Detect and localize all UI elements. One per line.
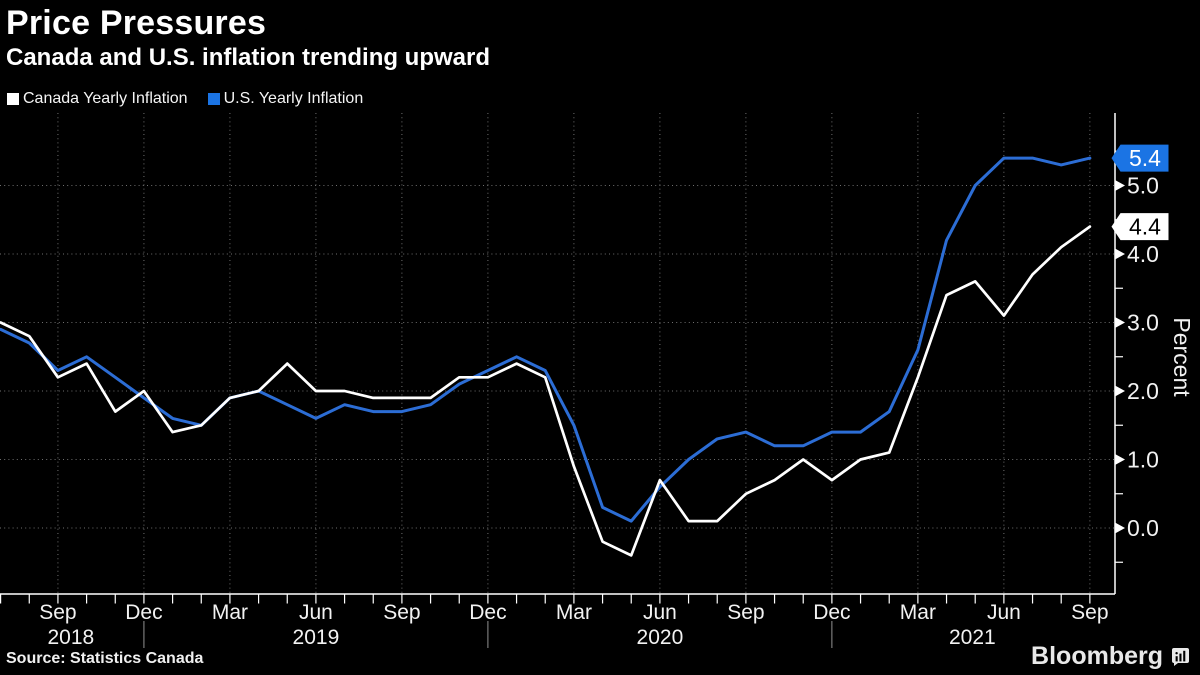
y-major-tick-arrow bbox=[1115, 248, 1125, 260]
x-tick-label: Jun bbox=[987, 601, 1021, 624]
x-tick-label: Dec bbox=[813, 601, 850, 624]
x-tick-label: Sep bbox=[727, 601, 764, 624]
x-tick-label: Jun bbox=[299, 601, 333, 624]
legend-item-us: U.S. Yearly Inflation bbox=[207, 90, 364, 108]
y-tick-label: 0.0 bbox=[1127, 515, 1159, 541]
value-badge bbox=[1111, 213, 1169, 241]
bloomberg-chart-icon bbox=[1172, 648, 1189, 666]
year-label: 2019 bbox=[293, 626, 340, 649]
y-tick-label: 5.0 bbox=[1127, 173, 1159, 199]
y-major-tick-arrow bbox=[1115, 317, 1125, 328]
year-label: 2021 bbox=[949, 626, 996, 649]
y-major-tick-arrow bbox=[1115, 454, 1125, 465]
y-axis: 0.0 1.0 2.0 3.0 4.0 5.0 Percent bbox=[1114, 113, 1195, 594]
y-tick-label: 3.0 bbox=[1127, 310, 1159, 336]
x-tick-label: Mar bbox=[900, 601, 936, 624]
value-badge bbox=[1111, 144, 1169, 172]
x-axis: Sep Dec Mar Jun Sep Dec Mar Jun Sep Dec Mar Jun Sep2… bbox=[0, 593, 1115, 649]
x-tick-label: Dec bbox=[469, 601, 506, 624]
us-series-line bbox=[0, 156, 1092, 523]
y-tick-label: 2.0 bbox=[1127, 378, 1159, 404]
gridlines bbox=[0, 113, 1115, 594]
chart-subtitle: Canada and U.S. inflation trending upwar… bbox=[6, 44, 491, 71]
value-badge-text: 5.4 bbox=[1129, 145, 1161, 171]
us-series-swatch bbox=[207, 93, 220, 105]
bloomberg-wordmark: Bloomberg bbox=[1031, 642, 1163, 670]
x-tick-label: Mar bbox=[212, 601, 248, 624]
value-badge-text: 4.4 bbox=[1129, 214, 1161, 240]
x-tick-label: Sep bbox=[383, 601, 420, 624]
y-tick-label: 4.0 bbox=[1127, 241, 1159, 267]
canada-series-swatch bbox=[7, 93, 19, 105]
year-label: 2020 bbox=[637, 626, 684, 649]
legend-label-canada: Canada Yearly Inflation bbox=[23, 90, 188, 107]
end-value-badges: 5.4 4.4 bbox=[1111, 144, 1169, 241]
y-major-tick-arrow bbox=[1115, 180, 1125, 191]
y-tick-label: 1.0 bbox=[1127, 447, 1159, 473]
x-tick-label: Jun bbox=[643, 601, 677, 624]
legend: Canada Yearly Inflation U.S. Yearly Infl… bbox=[7, 90, 363, 108]
y-major-tick-arrow bbox=[1115, 522, 1125, 534]
x-tick-label: Sep bbox=[1071, 601, 1108, 624]
x-tick-label: Mar bbox=[556, 601, 592, 624]
y-major-tick-arrow bbox=[1115, 385, 1125, 397]
canada-series-line bbox=[0, 225, 1092, 557]
legend-item-canada: Canada Yearly Inflation bbox=[7, 90, 188, 108]
bloomberg-logo: Bloomberg bbox=[1031, 642, 1190, 671]
x-tick-label: Sep bbox=[39, 601, 76, 624]
year-label: 2018 bbox=[47, 626, 94, 649]
y-axis-title: Percent bbox=[1169, 317, 1195, 397]
legend-label-us: U.S. Yearly Inflation bbox=[223, 90, 364, 107]
x-tick-label: Dec bbox=[125, 601, 162, 624]
chart-title: Price Pressures bbox=[6, 4, 267, 42]
source-note: Source: Statistics Canada bbox=[6, 650, 204, 667]
series-lines bbox=[0, 156, 1092, 557]
